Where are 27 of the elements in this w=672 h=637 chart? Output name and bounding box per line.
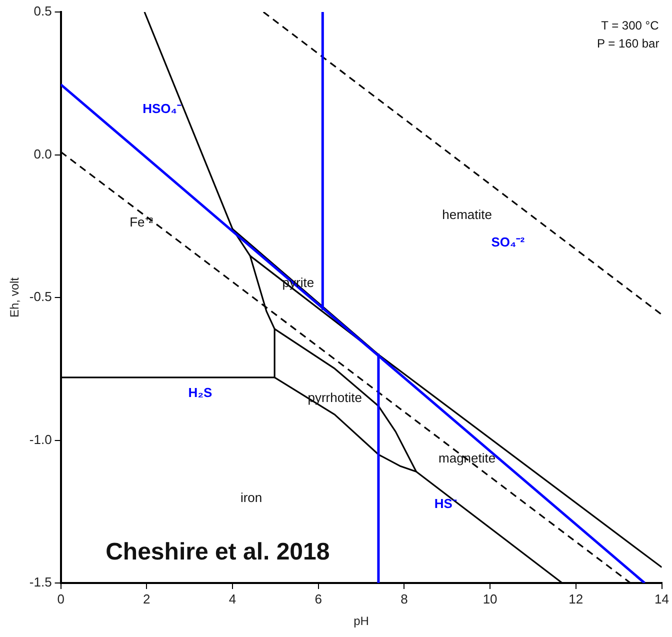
annotation: H₂S	[188, 385, 212, 400]
x-tick-label: 8	[400, 591, 408, 606]
x-tick-label: 2	[143, 591, 150, 606]
annotation: T = 300 °C	[601, 18, 660, 33]
y-axis-title: Eh, volt	[8, 276, 22, 318]
y-tick-label: -0.5	[29, 289, 52, 304]
annotation: magnetite	[438, 450, 496, 466]
annotation: HSO₄⁻	[142, 101, 182, 116]
annotation: iron	[240, 490, 262, 506]
y-tick-label: -1.0	[29, 432, 52, 447]
x-tick-label: 14	[654, 591, 670, 606]
y-tick-label: -1.5	[29, 574, 52, 590]
annotation: Cheshire et al. 2018	[106, 538, 330, 566]
annotation: SO₄⁻²	[491, 234, 526, 250]
annotation: HS⁻	[434, 496, 458, 511]
annotation: hematite	[442, 206, 492, 222]
annotation: Fe⁺²	[130, 214, 154, 230]
x-tick-label: 12	[568, 591, 584, 606]
x-tick-label: 4	[228, 591, 236, 606]
y-tick-label: 0.5	[34, 4, 52, 19]
y-tick-label: 0.0	[34, 146, 52, 162]
annotation: P = 160 bar	[597, 36, 660, 50]
annotation: pyrrhotite	[308, 390, 362, 406]
x-tick-label: 10	[482, 591, 498, 606]
x-tick-label: 6	[314, 591, 322, 606]
x-axis-title: pH	[354, 614, 369, 628]
x-tick-label: 0	[57, 591, 64, 606]
